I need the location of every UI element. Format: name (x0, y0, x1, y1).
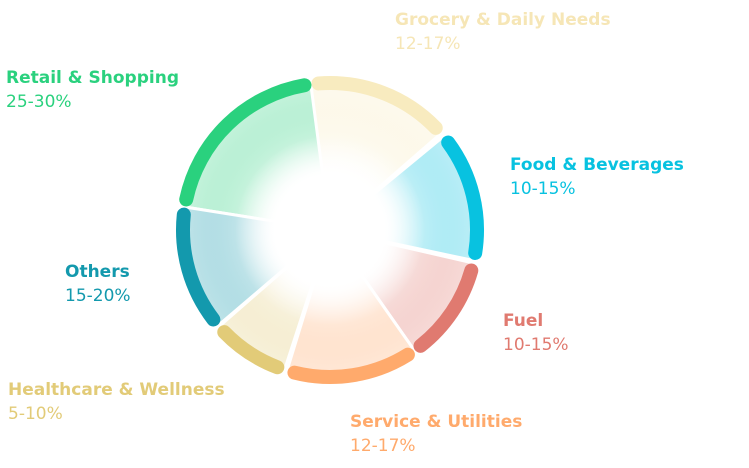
label-value: 12-17% (395, 34, 461, 54)
label-value: 10-15% (510, 179, 576, 199)
label-value: 15-20% (65, 286, 131, 306)
label-name: Retail & Shopping (6, 68, 179, 88)
label-value: 5-10% (8, 404, 63, 424)
label-name: Service & Utilities (350, 412, 523, 432)
arc-retail-shopping (179, 78, 312, 207)
arc-service-utilities (287, 347, 415, 384)
label-food: Food & Beverages 10-15% (510, 153, 684, 201)
label-value: 12-17% (350, 436, 416, 456)
label-name: Fuel (503, 311, 544, 331)
label-name: Healthcare & Wellness (8, 380, 225, 400)
arc-fuel (413, 263, 479, 353)
label-healthcare: Healthcare & Wellness 5-10% (8, 378, 225, 426)
arc-healthcare-wellness (217, 325, 285, 375)
label-service: Service & Utilities 12-17% (350, 410, 522, 458)
label-grocery: Grocery & Daily Needs 12-17% (395, 8, 611, 56)
label-others: Others 15-20% (65, 260, 131, 308)
label-retail: Retail & Shopping 25-30% (6, 66, 179, 114)
center-glow (235, 135, 425, 325)
label-value: 25-30% (6, 92, 72, 112)
arc-food-beverages (441, 135, 484, 260)
label-name: Others (65, 262, 130, 282)
label-name: Food & Beverages (510, 155, 684, 175)
label-value: 10-15% (503, 335, 569, 355)
label-fuel: Fuel 10-15% (503, 309, 569, 357)
label-name: Grocery & Daily Needs (395, 10, 611, 30)
arc-others (176, 207, 221, 327)
arc-grocery-daily-needs (311, 76, 443, 135)
